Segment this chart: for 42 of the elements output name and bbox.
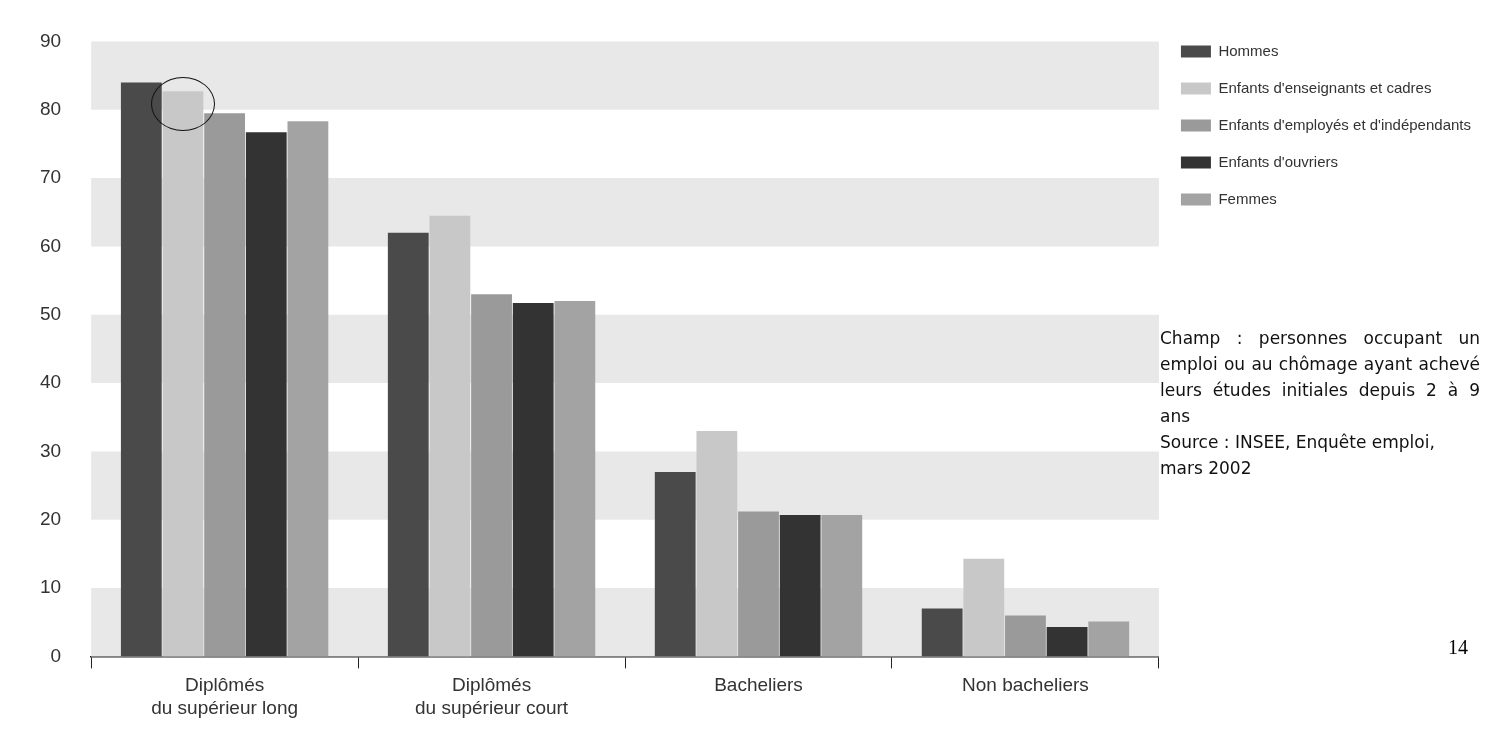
legend-label: Femmes — [1218, 189, 1277, 207]
bar — [821, 514, 863, 657]
y-tick-label: 0 — [50, 644, 62, 666]
bar — [921, 608, 963, 657]
bar — [287, 121, 329, 657]
bar — [162, 91, 204, 657]
y-tick-label: 10 — [39, 576, 62, 598]
y-tick-label: 60 — [39, 234, 62, 256]
text: 14 — [1448, 636, 1468, 659]
y-tick-label: 70 — [39, 166, 62, 188]
bar — [738, 511, 779, 657]
bar — [245, 132, 287, 657]
source-note: Source : INSEE, Enquête emploi, mars 2002 — [1160, 431, 1436, 480]
y-tick-label: 20 — [39, 507, 62, 529]
legend-label: Enfants d'employés et d'indépendants — [1218, 115, 1472, 133]
y-tick-label: 30 — [39, 439, 62, 461]
text: Champ : personnes occupant un emploi ou au chômage ayant achevé leurs études initiales depuis 2 à 9 ans — [1160, 327, 1480, 428]
bar — [654, 471, 696, 657]
bar — [429, 215, 471, 657]
bar — [1005, 615, 1046, 657]
bar — [512, 303, 554, 657]
x-tick-label: Diplômés du supérieur long — [151, 674, 299, 718]
bar — [471, 294, 512, 657]
bar — [554, 301, 596, 657]
x-tick-label: Diplômés du supérieur court — [414, 674, 569, 718]
bar — [696, 430, 738, 657]
bar — [779, 514, 821, 657]
x-tick-label: Bacheliers — [714, 674, 803, 696]
bar — [387, 232, 429, 657]
y-tick-label: 50 — [39, 302, 62, 324]
legend-label: Enfants d'enseignants et cadres — [1218, 78, 1432, 96]
y-tick-label: 40 — [39, 371, 62, 393]
bar — [1088, 621, 1130, 657]
bar — [1046, 627, 1088, 657]
legend-label: Enfants d'ouvriers — [1218, 152, 1339, 170]
y-tick-label: 90 — [39, 29, 62, 51]
bar — [963, 558, 1005, 657]
bar — [204, 113, 246, 657]
x-tick-label: Non bacheliers — [962, 674, 1089, 696]
legend-label: Hommes — [1218, 41, 1279, 59]
y-tick-label: 80 — [39, 97, 62, 119]
bar — [120, 82, 162, 657]
